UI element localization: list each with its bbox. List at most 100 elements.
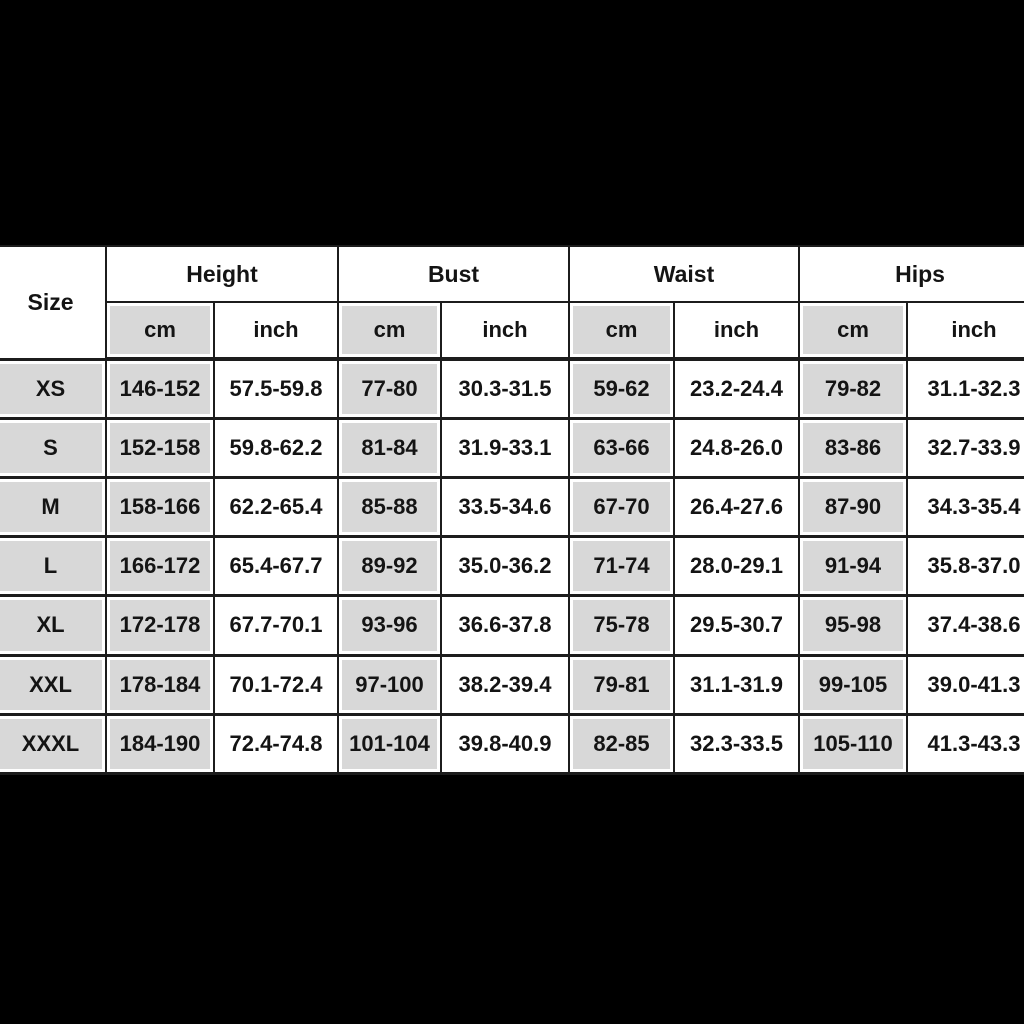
size-cell: XL (0, 594, 107, 657)
unit-header-inch: inch (213, 301, 339, 361)
waist-header-label: Waist (653, 260, 715, 287)
cell-text: 146-152 (110, 364, 210, 414)
cell-text: 35.8-37.0 (927, 553, 1021, 579)
value-cell: 81-84 (337, 416, 442, 479)
cell-text: 36.6-37.8 (458, 612, 552, 638)
cell-text: 35.0-36.2 (458, 553, 552, 579)
cell-text: 81-84 (342, 422, 437, 473)
value-cell: 30.3-31.5 (440, 357, 570, 420)
value-cell: 36.6-37.8 (440, 594, 570, 657)
value-cell: 35.8-37.0 (906, 535, 1024, 598)
cell-text: 30.3-31.5 (458, 375, 552, 401)
value-cell: 37.4-38.6 (906, 594, 1024, 657)
value-cell: 38.2-39.4 (440, 653, 570, 716)
cell-text: 59.8-62.2 (229, 434, 323, 460)
cell-text: 26.4-27.6 (690, 494, 783, 519)
cell-text: L (0, 541, 102, 592)
value-cell: 39.8-40.9 (440, 712, 570, 776)
table-body: XS 146-152 57.5-59.8 77-80 30.3-31.5 59-62 23.… (0, 357, 1024, 776)
value-cell: 39.0-41.3 (906, 653, 1024, 716)
table-row: XS 146-152 57.5-59.8 77-80 30.3-31.5 59-62 23.… (0, 357, 1024, 420)
size-chart-table: Size Height Bust Waist Hips (0, 245, 1024, 776)
value-cell: 77-80 (337, 357, 442, 420)
size-cell: XXXL (0, 712, 107, 776)
value-cell: 59.8-62.2 (213, 416, 339, 479)
value-cell: 35.0-36.2 (440, 535, 570, 598)
value-cell: 26.4-27.6 (673, 475, 800, 539)
value-cell: 31.9-33.1 (440, 416, 570, 479)
value-cell: 28.0-29.1 (673, 535, 800, 598)
unit-header-inch: inch (906, 301, 1024, 361)
cell-text: 57.5-59.8 (229, 375, 323, 401)
value-cell: 89-92 (337, 535, 442, 598)
value-cell: 33.5-34.6 (440, 475, 570, 539)
cell-text: 85-88 (342, 481, 437, 533)
table-row: XXL 178-184 70.1-72.4 97-100 38.2-39.4 79-81 3… (0, 653, 1024, 716)
value-cell: 166-172 (105, 535, 215, 598)
value-cell: 41.3-43.3 (906, 712, 1024, 776)
cell-text: 83-86 (803, 422, 903, 473)
header-group-row: Size Height Bust Waist Hips (0, 245, 1024, 360)
hips-header-label: Hips (895, 260, 945, 287)
value-cell: 87-90 (798, 475, 908, 539)
cell-text: 75-78 (573, 600, 670, 651)
cell-text: 166-172 (110, 541, 210, 592)
value-cell: 101-104 (337, 712, 442, 776)
cell-text: 152-158 (110, 422, 210, 473)
value-cell: 23.2-24.4 (673, 357, 800, 420)
value-cell: 97-100 (337, 653, 442, 716)
column-group-header-waist: Waist (568, 245, 800, 303)
size-cell: XXL (0, 653, 107, 716)
cell-text: 158-166 (110, 481, 210, 533)
value-cell: 31.1-31.9 (673, 653, 800, 716)
cell-text: 62.2-65.4 (229, 494, 323, 519)
value-cell: 70.1-72.4 (213, 653, 339, 716)
cell-text: 24.8-26.0 (690, 434, 783, 460)
size-chart: Size Height Bust Waist Hips (0, 245, 1024, 776)
table-row: L 166-172 65.4-67.7 89-92 35.0-36.2 71-74 28.0… (0, 535, 1024, 598)
value-cell: 32.3-33.5 (673, 712, 800, 776)
cell-text: 99-105 (803, 659, 903, 710)
cell-text: 67.7-70.1 (229, 612, 323, 638)
cell-text: S (0, 422, 102, 473)
size-cell: XS (0, 357, 107, 420)
value-cell: 24.8-26.0 (673, 416, 800, 479)
height-header-label: Height (186, 260, 258, 287)
table-row: XXXL 184-190 72.4-74.8 101-104 39.8-40.9 82-8… (0, 712, 1024, 776)
cell-text: 39.8-40.9 (458, 730, 552, 756)
cell-text: 95-98 (803, 600, 903, 651)
cell-text: M (0, 481, 102, 533)
cell-text: 184-190 (110, 718, 210, 769)
cell-text: 67-70 (573, 481, 670, 533)
value-cell: 91-94 (798, 535, 908, 598)
unit-header-cm: cm (568, 301, 675, 361)
value-cell: 63-66 (568, 416, 675, 479)
value-cell: 29.5-30.7 (673, 594, 800, 657)
cell-text: 38.2-39.4 (458, 671, 552, 697)
cell-text: XL (0, 600, 102, 651)
value-cell: 79-81 (568, 653, 675, 716)
cell-text: XXL (0, 659, 102, 710)
unit-header-cm: cm (105, 301, 215, 361)
value-cell: 59-62 (568, 357, 675, 420)
size-cell: S (0, 416, 107, 479)
value-cell: 67.7-70.1 (213, 594, 339, 657)
value-cell: 158-166 (105, 475, 215, 539)
cell-text: 93-96 (342, 600, 437, 651)
cell-text: 31.9-33.1 (458, 434, 552, 460)
cell-text: 31.1-32.3 (927, 375, 1021, 401)
cell-text: 63-66 (573, 422, 670, 473)
value-cell: 65.4-67.7 (213, 535, 339, 598)
value-cell: 146-152 (105, 357, 215, 420)
value-cell: 62.2-65.4 (213, 475, 339, 539)
cell-text: 71-74 (573, 541, 670, 592)
size-cell: M (0, 475, 107, 539)
cell-text: 37.4-38.6 (927, 612, 1021, 638)
column-group-header-hips: Hips (798, 245, 1024, 303)
cell-text: XS (0, 363, 102, 414)
value-cell: 32.7-33.9 (906, 416, 1024, 479)
cell-text: 82-85 (573, 718, 670, 769)
cell-text: 32.3-33.5 (690, 730, 783, 756)
value-cell: 71-74 (568, 535, 675, 598)
